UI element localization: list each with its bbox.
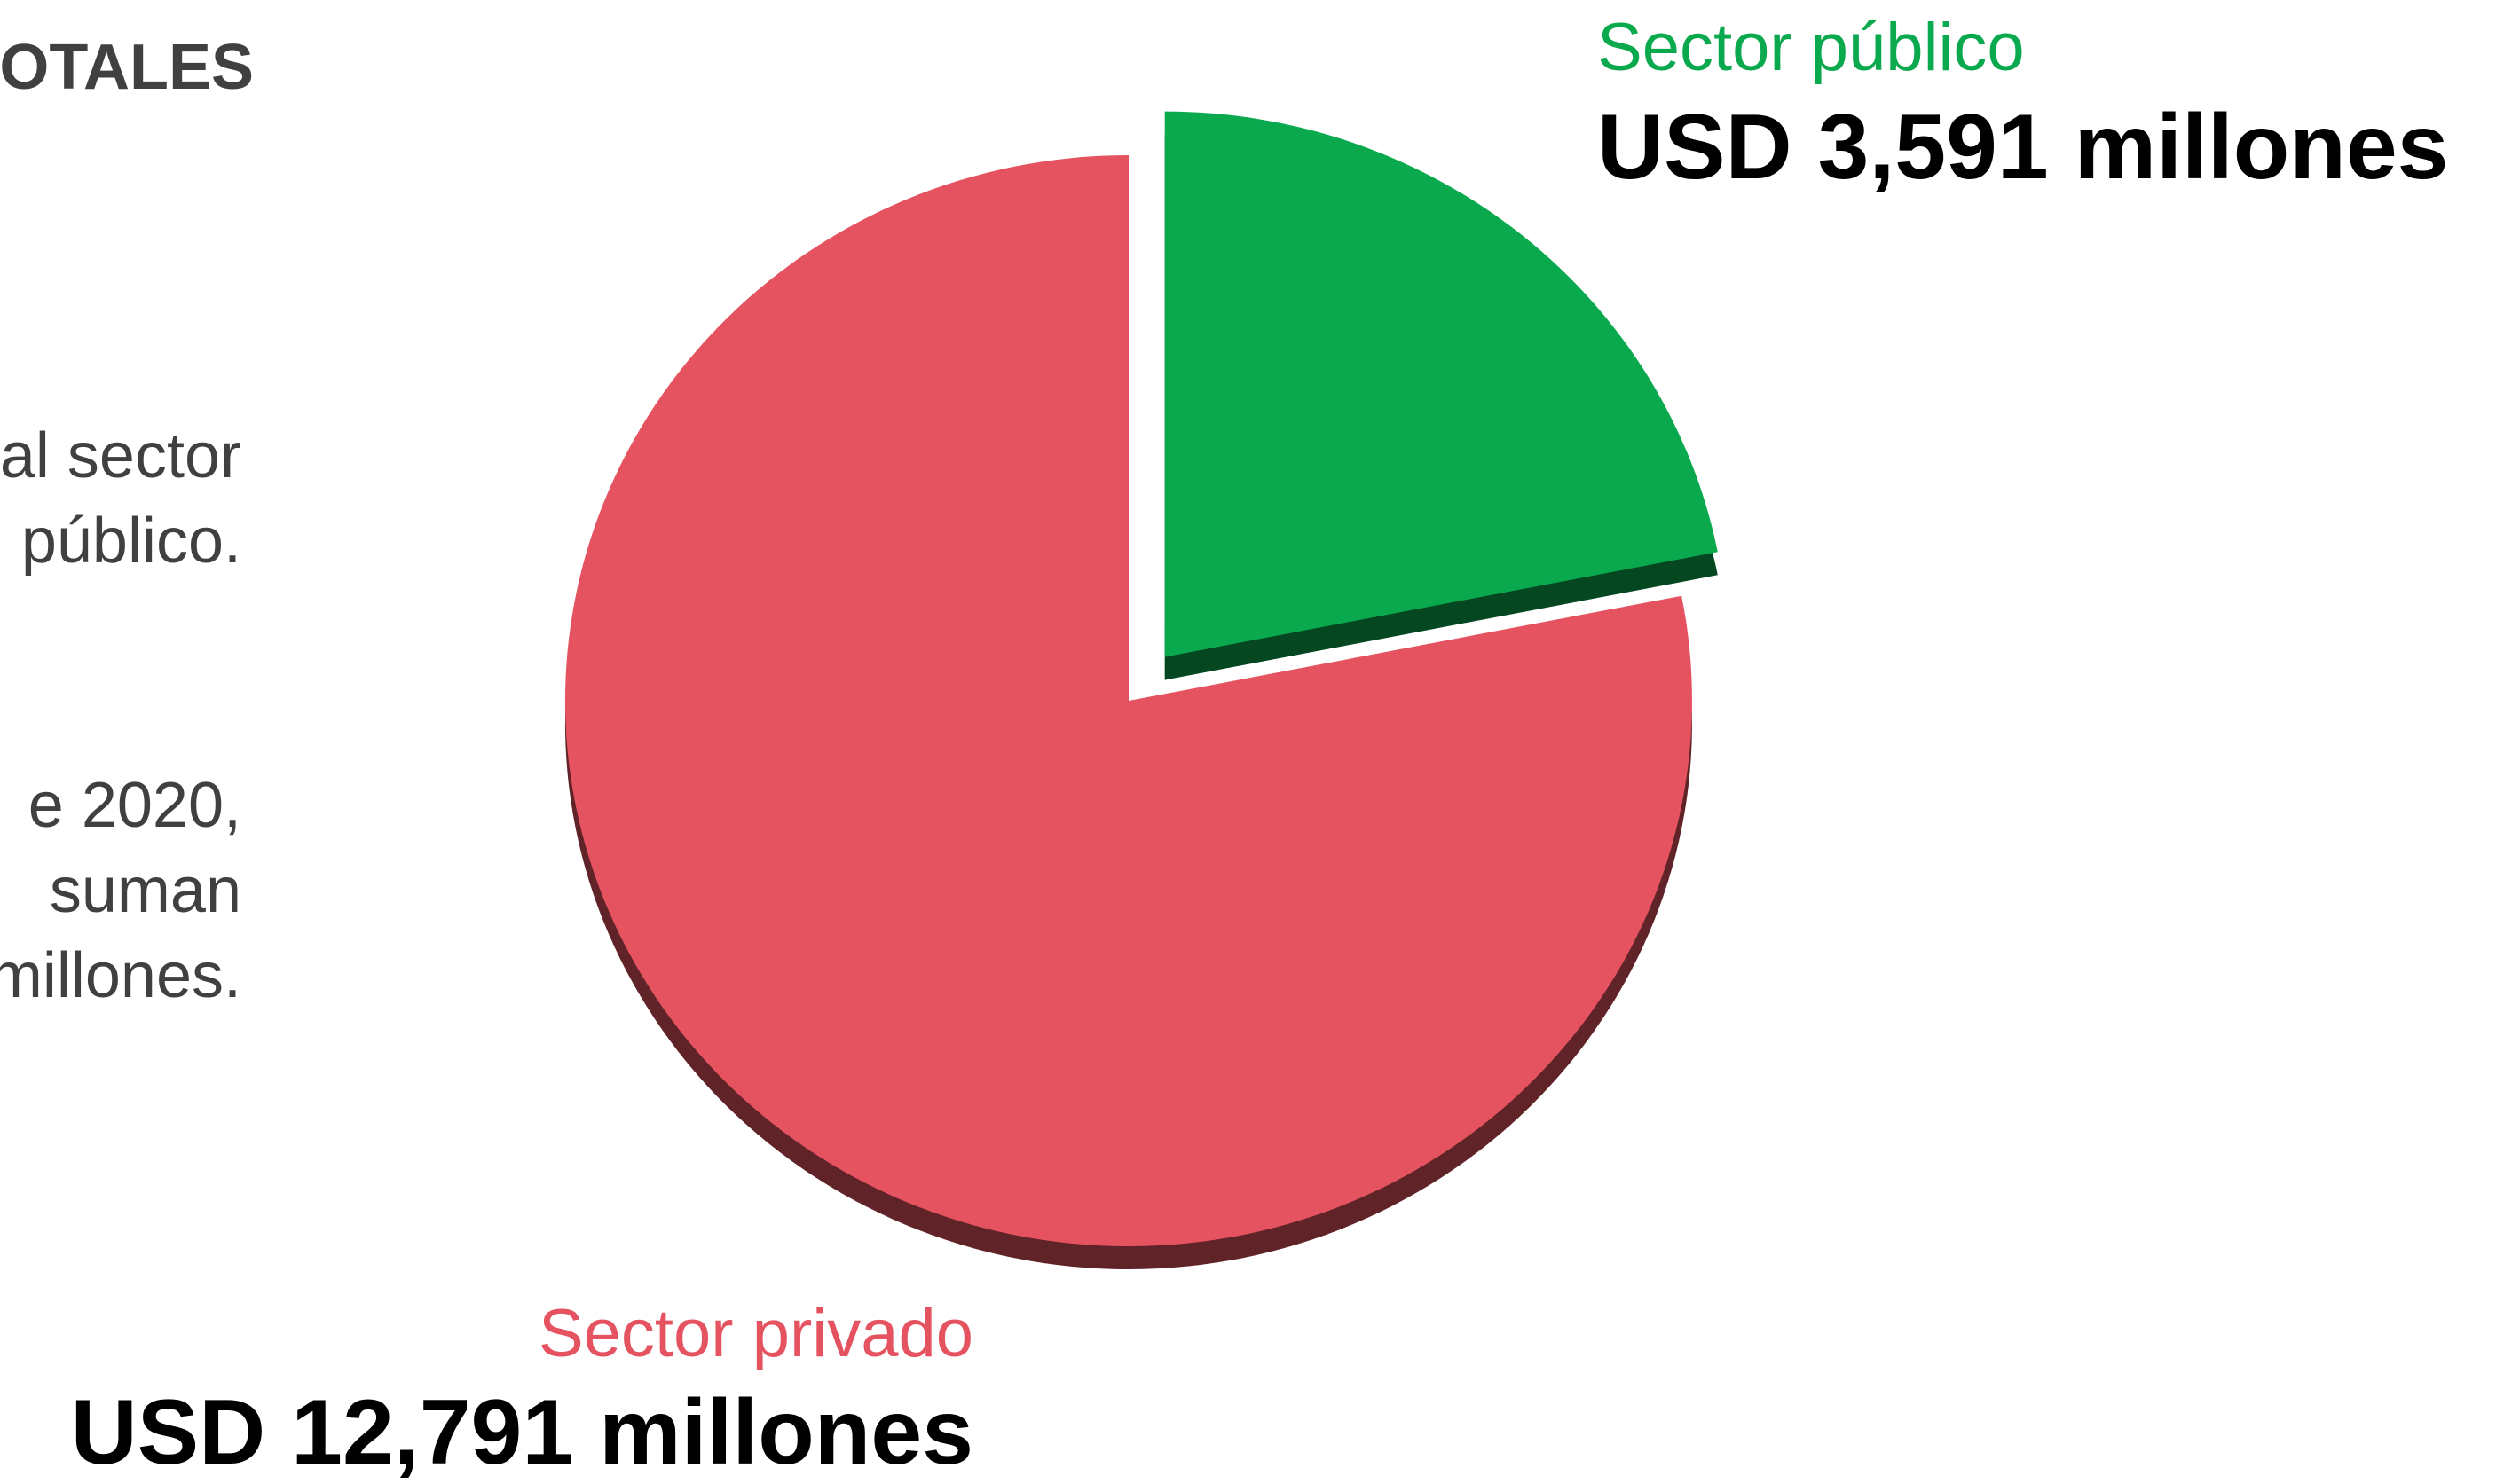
description-paragraph-1: al sector público. xyxy=(0,413,241,584)
pie-slice-face xyxy=(1164,111,1718,657)
description-line: al sector xyxy=(0,420,241,491)
slice-label-sector-publico: Sector público xyxy=(1597,10,2025,85)
description-line: público. xyxy=(20,506,241,577)
pie-slice-sector-privado xyxy=(564,154,1692,1270)
description-line: e 2020, xyxy=(28,770,241,841)
slice-value-sector-privado: USD 12,791 millones xyxy=(70,1381,973,1484)
pie-slice-face xyxy=(564,154,1692,1247)
description-line: suman xyxy=(49,855,241,926)
section-heading: OTALES xyxy=(0,32,254,103)
slice-value-sector-publico: USD 3,591 millones xyxy=(1597,96,2449,199)
pie-slice-sector-p-blico xyxy=(1164,111,1718,680)
description-paragraph-2: e 2020, suman millones. xyxy=(0,763,241,1018)
slice-label-sector-privado: Sector privado xyxy=(538,1296,973,1371)
description-line: millones. xyxy=(0,940,241,1011)
